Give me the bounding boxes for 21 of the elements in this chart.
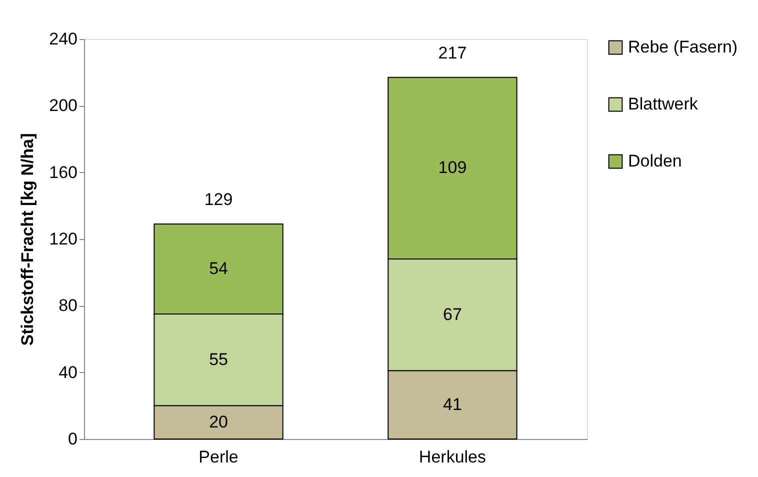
data-label: 67 xyxy=(443,304,462,324)
y-tick-label: 80 xyxy=(58,296,78,316)
x-tick-label: Herkules xyxy=(418,448,486,466)
y-tick-label: 40 xyxy=(58,362,78,382)
x-tick-label: Perle xyxy=(198,448,238,466)
data-label: 41 xyxy=(443,394,462,414)
legend-label: Dolden xyxy=(628,152,682,170)
data-label: 20 xyxy=(209,412,228,432)
legend-label: Rebe (Fasern) xyxy=(628,38,738,56)
total-label: 217 xyxy=(438,43,467,62)
data-label: 54 xyxy=(209,259,228,278)
data-label: 55 xyxy=(209,350,228,369)
y-tick-label: 0 xyxy=(68,430,78,448)
data-label: 109 xyxy=(438,158,467,178)
y-tick-label: 120 xyxy=(49,230,78,248)
y-tick-label: 240 xyxy=(49,30,78,48)
total-label: 129 xyxy=(204,190,233,209)
y-axis-title: Stickstoff-Fracht [kg N/ha] xyxy=(18,133,38,346)
legend-label: Blattwerk xyxy=(628,94,698,114)
y-tick-label: 160 xyxy=(49,162,78,182)
y-tick-label: 200 xyxy=(49,96,78,116)
